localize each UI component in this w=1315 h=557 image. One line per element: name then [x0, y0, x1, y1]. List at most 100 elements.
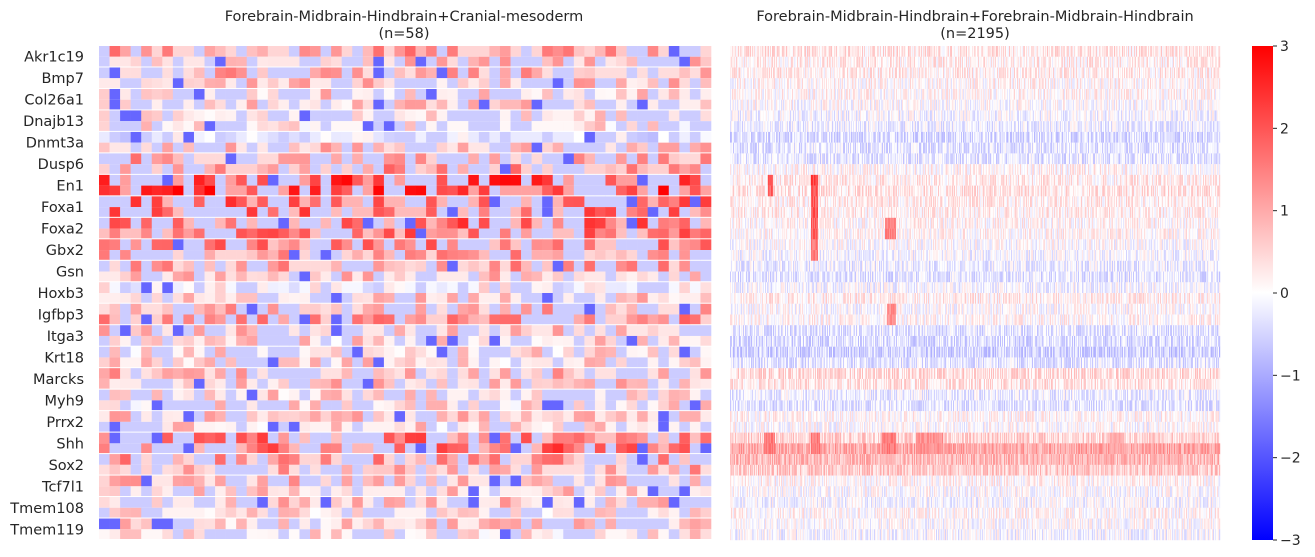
heatmap-cell: [553, 497, 564, 508]
heatmap-cell: [679, 46, 690, 57]
heatmap-cell: [447, 379, 458, 389]
heatmap-cell: [205, 121, 216, 131]
heatmap-cell: [500, 250, 511, 260]
heatmap-cell: [426, 400, 437, 410]
heatmap-cell: [173, 411, 184, 422]
heatmap-cell: [574, 67, 585, 78]
heatmap-cell: [215, 46, 226, 57]
heatmap-cell: [679, 347, 690, 358]
heatmap-cell: [299, 433, 310, 444]
heatmap-cell: [352, 143, 363, 153]
heatmap-cell: [700, 207, 711, 217]
heatmap-cell: [511, 379, 522, 389]
heatmap-cell: [352, 314, 363, 324]
heatmap-cell: [226, 78, 237, 88]
heatmap-cell: [99, 121, 110, 131]
heatmap-cell: [563, 325, 574, 336]
heatmap-cell: [553, 153, 564, 164]
heatmap-cell: [532, 175, 543, 186]
heatmap-cell: [162, 186, 173, 196]
heatmap-cell: [489, 347, 500, 358]
heatmap-cell: [542, 164, 553, 174]
heatmap-cell: [563, 519, 574, 530]
heatmap-cell: [500, 454, 511, 465]
heatmap-cell: [690, 261, 701, 272]
heatmap-cell: [215, 508, 226, 518]
heatmap-cell: [511, 443, 522, 453]
heatmap-cell: [299, 443, 310, 453]
heatmap-cell: [658, 325, 669, 336]
heatmap-cell: [321, 465, 332, 475]
heatmap-cell: [500, 175, 511, 186]
heatmap-cell: [669, 422, 680, 432]
heatmap-cell: [584, 143, 595, 153]
heatmap-cell: [574, 207, 585, 217]
heatmap-cell: [373, 454, 384, 465]
heatmap-cell: [173, 347, 184, 358]
heatmap-cell: [363, 239, 374, 250]
heatmap-cell: [152, 67, 163, 78]
heatmap-cell: [363, 229, 374, 239]
heatmap-cell: [468, 325, 479, 336]
heatmap-cell: [257, 325, 268, 336]
heatmap-cell: [226, 164, 237, 174]
heatmap-cell: [511, 282, 522, 293]
heatmap-cell: [658, 218, 669, 229]
heatmap-cell: [110, 229, 121, 239]
heatmap-cell: [352, 164, 363, 174]
heatmap-cell: [532, 46, 543, 57]
heatmap-cell: [532, 100, 543, 110]
heatmap-cell: [299, 508, 310, 518]
heatmap-cell: [342, 110, 353, 121]
heatmap-cell: [595, 100, 606, 110]
heatmap-cell: [616, 272, 627, 282]
heatmap-cell: [669, 508, 680, 518]
heatmap-cell: [342, 175, 353, 186]
heatmap-cell: [511, 519, 522, 530]
heatmap-cell: [289, 175, 300, 186]
heatmap-cell: [342, 508, 353, 518]
left-title-line1: Forebrain-Midbrain-Hindbrain+Cranial-mes…: [225, 9, 584, 25]
heatmap-cell: [173, 121, 184, 131]
heatmap-cell: [511, 229, 522, 239]
heatmap-cell: [489, 454, 500, 465]
heatmap-cell: [173, 508, 184, 518]
heatmap-cell: [458, 229, 469, 239]
heatmap-cell: [363, 519, 374, 530]
heatmap-cell: [627, 433, 638, 444]
heatmap-cell: [110, 250, 121, 260]
heatmap-cell: [553, 486, 564, 496]
heatmap-cell: [131, 218, 142, 229]
heatmap-cell: [120, 78, 131, 88]
heatmap-cell: [553, 379, 564, 389]
heatmap-cell: [183, 218, 194, 229]
heatmap-cell: [437, 314, 448, 324]
heatmap-cell: [637, 186, 648, 196]
heatmap-cell: [553, 400, 564, 410]
heatmap-cell: [321, 143, 332, 153]
heatmap-cell: [479, 497, 490, 508]
heatmap-cell: [700, 272, 711, 282]
heatmap-cell: [299, 368, 310, 379]
heatmap-cell: [321, 196, 332, 207]
heatmap-cell: [489, 368, 500, 379]
heatmap-cell: [458, 508, 469, 518]
heatmap-cell: [658, 454, 669, 465]
heatmap-cell: [352, 282, 363, 293]
heatmap-cell: [236, 89, 247, 100]
heatmap-cell: [584, 272, 595, 282]
heatmap-cell: [289, 57, 300, 67]
heatmap-cell: [648, 336, 659, 346]
heatmap-cell: [679, 314, 690, 324]
heatmap-cell: [489, 229, 500, 239]
heatmap-cell: [152, 121, 163, 131]
heatmap-cell: [331, 196, 342, 207]
heatmap-cell: [489, 443, 500, 453]
heatmap-cell: [521, 368, 532, 379]
heatmap-cell: [637, 422, 648, 432]
heatmap-cell: [373, 121, 384, 131]
heatmap-cell: [416, 175, 427, 186]
heatmap-cell: [342, 336, 353, 346]
heatmap-cell: [574, 46, 585, 57]
heatmap-cell: [616, 347, 627, 358]
